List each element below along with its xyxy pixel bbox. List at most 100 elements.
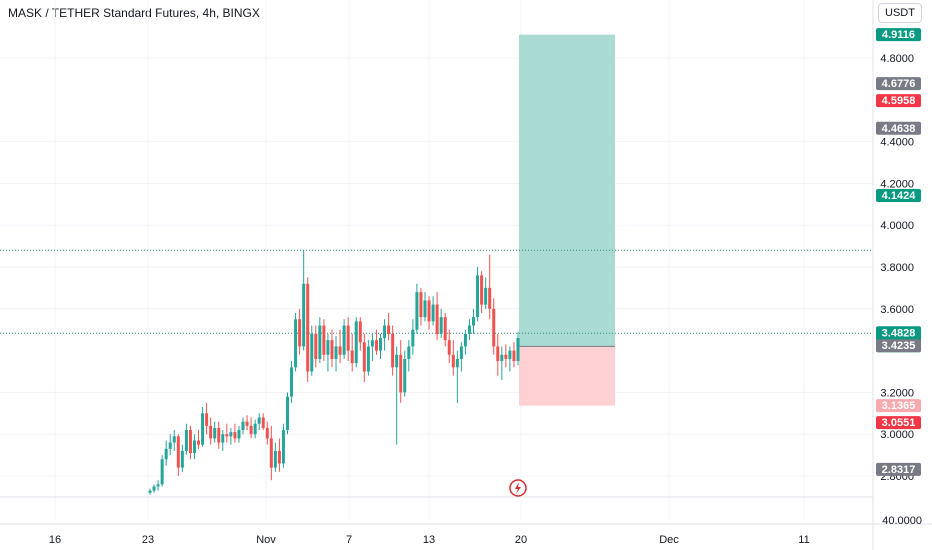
candle-body (362, 342, 366, 372)
candle-body (459, 346, 463, 359)
candle-body (330, 340, 334, 359)
candle-body (500, 354, 504, 362)
candle-body (415, 292, 419, 330)
candle-body (370, 340, 374, 347)
candle-body (310, 333, 314, 372)
candle-body (253, 423, 257, 435)
flash-icon-bolt (515, 482, 521, 494)
price-tag-label: 3.4235 (882, 340, 916, 352)
candle-body (492, 308, 496, 347)
x-tick-label: 20 (515, 534, 527, 546)
candle-body (399, 354, 403, 393)
candle-body (431, 304, 435, 322)
price-tag (876, 77, 921, 91)
candle-body (241, 421, 245, 431)
candle-body (387, 325, 391, 334)
candle-body (411, 329, 415, 347)
target-zone (519, 34, 615, 347)
candle-body (233, 432, 237, 439)
candle-body (306, 283, 310, 372)
candle-body (419, 292, 423, 318)
candle-body (152, 486, 156, 491)
y-tick-label: 3.8000 (880, 262, 914, 274)
candle-body (213, 427, 217, 439)
candle-body (383, 325, 387, 339)
candle-body (261, 417, 265, 428)
price-tag-label: 2.8317 (882, 464, 916, 476)
y-tick-label: 4.8000 (880, 53, 914, 65)
candle-body (467, 325, 471, 334)
candle-body (407, 346, 411, 359)
price-tag-label: 4.1424 (882, 190, 917, 202)
candle-body (156, 484, 160, 487)
candle-body (379, 338, 383, 351)
flash-icon[interactable] (509, 479, 527, 497)
candle-body (374, 340, 378, 351)
y-tick-label: 3.0000 (880, 429, 914, 441)
candle-body (338, 346, 342, 355)
candle-body (326, 340, 330, 355)
y-axis: 4.8000 4.4000 4.2000 4.0000 3.8000 3.6000 3.20… (880, 53, 922, 527)
position-tool (519, 34, 615, 406)
x-tick-label: 23 (142, 534, 154, 546)
candle-body (318, 325, 322, 359)
y-tick-label: 3.2000 (880, 387, 914, 399)
candle-body (496, 346, 500, 362)
candle-body (269, 438, 273, 468)
candle-body (451, 354, 455, 368)
candle-body (209, 425, 213, 439)
candle-body (148, 490, 152, 493)
candle-body (358, 321, 362, 343)
price-tag (876, 399, 921, 413)
candle-body (403, 358, 407, 393)
candle-body (265, 427, 269, 439)
candle-body (221, 434, 225, 443)
candle-body (334, 346, 338, 359)
price-tag (876, 94, 921, 108)
candle-body (205, 413, 209, 426)
x-tick-label: 13 (423, 534, 435, 546)
y-tick-label: 4.4000 (880, 137, 914, 149)
candle-body (423, 300, 427, 318)
candle-body (322, 325, 326, 355)
candle-body (172, 436, 176, 443)
candle-body (298, 319, 302, 347)
candle-body (504, 354, 508, 359)
candle-body (184, 430, 188, 451)
candle-body (217, 427, 221, 443)
candle-body (201, 413, 205, 445)
candle-body (443, 317, 447, 341)
candle-body (314, 333, 318, 359)
candle-body (472, 317, 476, 326)
price-tag (876, 416, 921, 430)
price-tag (876, 188, 921, 202)
candle-body (180, 450, 184, 468)
x-tick-label: Nov (256, 534, 276, 546)
candle-body (245, 421, 249, 426)
candle-body (285, 396, 289, 431)
candle-body (281, 430, 285, 464)
price-tag (876, 462, 921, 476)
price-tag (876, 121, 921, 135)
y-tick-label: 4.2000 (880, 178, 914, 190)
candle-body (290, 367, 294, 397)
price-tag-label: 4.5958 (882, 95, 916, 107)
candle-body (346, 325, 350, 351)
candle-body (342, 325, 346, 355)
bottom-axis-value: 40.0000 (882, 515, 922, 527)
candle-body (249, 425, 253, 435)
candle-body (516, 338, 520, 362)
candle-body (277, 450, 281, 464)
candle-body (188, 430, 192, 454)
price-tag (876, 28, 921, 42)
stop-zone (519, 346, 615, 406)
candles (148, 250, 520, 495)
currency-button[interactable]: USDT (878, 3, 922, 23)
candle-body (391, 333, 395, 368)
y-tick-label: 4.0000 (880, 220, 914, 232)
y-tick-label: 3.6000 (880, 304, 914, 316)
candle-body (435, 304, 439, 334)
candle-body (294, 319, 298, 368)
